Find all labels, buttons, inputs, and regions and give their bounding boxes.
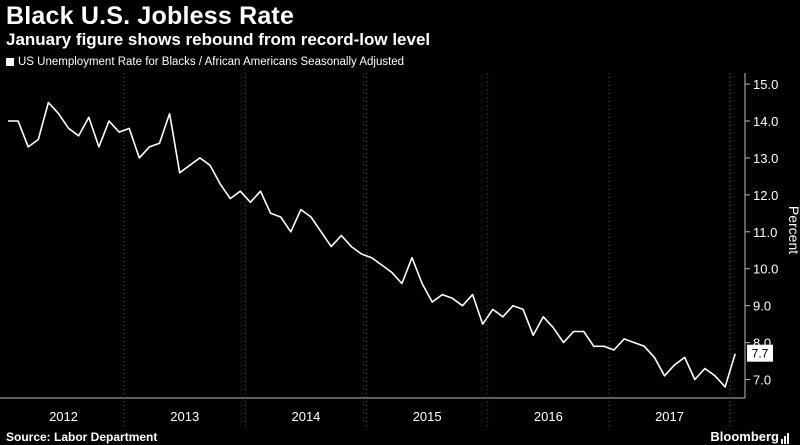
- y-tick-label: 9.0: [753, 299, 771, 314]
- chart-title: Black U.S. Jobless Rate: [6, 2, 295, 30]
- legend: US Unemployment Rate for Blacks / Africa…: [6, 56, 404, 68]
- y-tick-label: 13.0: [753, 151, 778, 166]
- y-axis-label: Percent: [786, 206, 800, 254]
- x-tick-label: 2014: [291, 409, 320, 424]
- last-value-label: 7.7: [752, 347, 769, 361]
- series-line: [8, 101, 736, 388]
- y-tick-label: 15.0: [753, 77, 778, 92]
- source-note: Source: Labor Department: [6, 430, 158, 444]
- x-tick-label: 2012: [49, 409, 78, 424]
- brand-name: Bloomberg: [710, 429, 779, 444]
- bar-chart-icon: [781, 432, 790, 444]
- y-tick-label: 11.0: [753, 225, 777, 240]
- legend-label: US Unemployment Rate for Blacks / Africa…: [18, 56, 405, 68]
- y-tick-label: 12.0: [753, 188, 778, 203]
- bloomberg-logo: Bloomberg: [710, 429, 790, 444]
- x-tick-label: 2017: [655, 409, 684, 424]
- x-tick-label: 2015: [413, 409, 442, 424]
- legend-swatch: [6, 58, 14, 66]
- x-tick-label: 2016: [534, 409, 563, 424]
- last-value-box: [747, 344, 773, 362]
- y-tick-label: 14.0: [753, 114, 778, 129]
- x-tick-label: 2013: [170, 409, 199, 424]
- y-tick-label: 7.0: [753, 373, 771, 388]
- chart-subtitle: January figure shows rebound from record…: [6, 30, 431, 49]
- y-tick-label: 10.0: [753, 262, 778, 277]
